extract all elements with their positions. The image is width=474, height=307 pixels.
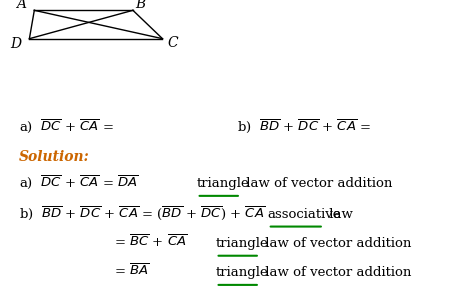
Text: a)  $\overline{DC}$ + $\overline{CA}$ =: a) $\overline{DC}$ + $\overline{CA}$ = xyxy=(19,117,114,134)
Text: a)  $\overline{DC}$ + $\overline{CA}$ = $\overline{DA}$: a) $\overline{DC}$ + $\overline{CA}$ = $… xyxy=(19,174,138,191)
Text: law of vector addition: law of vector addition xyxy=(261,237,411,250)
Text: B: B xyxy=(135,0,146,11)
Text: A: A xyxy=(16,0,26,11)
Text: C: C xyxy=(167,36,178,49)
Text: associative: associative xyxy=(268,208,341,221)
Text: law of vector addition: law of vector addition xyxy=(261,266,411,279)
Text: b)  $\overline{BD}$ + $\overline{DC}$ + $\overline{CA}$ =: b) $\overline{BD}$ + $\overline{DC}$ + $… xyxy=(237,117,371,134)
Text: triangle: triangle xyxy=(197,177,249,190)
Text: triangle: triangle xyxy=(216,266,268,279)
Text: triangle: triangle xyxy=(216,237,268,250)
Text: = $\overline{BC}$ + $\overline{CA}$: = $\overline{BC}$ + $\overline{CA}$ xyxy=(114,234,187,250)
Text: law: law xyxy=(325,208,353,221)
Text: b)  $\overline{BD}$ + $\overline{DC}$ + $\overline{CA}$ = ($\overline{BD}$ + $\o: b) $\overline{BD}$ + $\overline{DC}$ + $… xyxy=(19,205,265,222)
Text: = $\overline{BA}$: = $\overline{BA}$ xyxy=(114,263,149,279)
Text: law of vector addition: law of vector addition xyxy=(242,177,392,190)
Text: D: D xyxy=(10,37,21,51)
Text: Solution:: Solution: xyxy=(19,150,90,164)
